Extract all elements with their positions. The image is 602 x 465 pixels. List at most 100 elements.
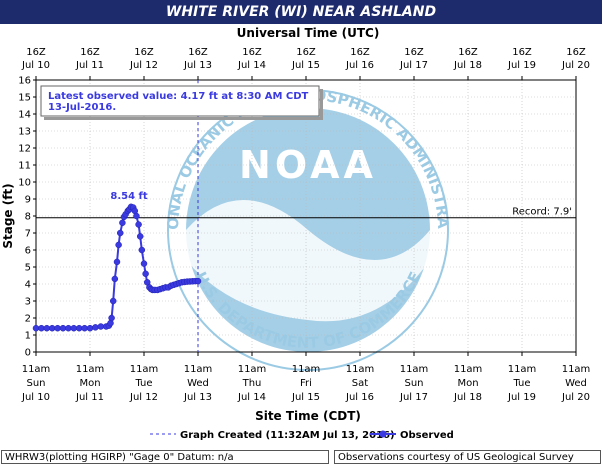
bottom-tick-label-date: Jul 13 bbox=[183, 392, 212, 403]
observed-point bbox=[97, 323, 105, 330]
top-tick-label-time: 16Z bbox=[512, 47, 532, 58]
observed-point bbox=[116, 229, 124, 237]
bottom-tick-label-date: Jul 12 bbox=[129, 392, 158, 403]
top-tick-label-date: Jul 12 bbox=[129, 60, 158, 71]
bottom-tick-label-date: Jul 18 bbox=[453, 392, 482, 403]
bottom-tick-label-time: 11am bbox=[184, 364, 213, 375]
top-tick-label-date: Jul 16 bbox=[345, 60, 374, 71]
bottom-tick-label-day: Tue bbox=[134, 378, 152, 389]
y-tick-label: 14 bbox=[18, 110, 31, 121]
top-tick-label-time: 16Z bbox=[404, 47, 424, 58]
bottom-tick-label-day: Sun bbox=[404, 378, 423, 389]
legend-observed-marker bbox=[379, 430, 387, 438]
y-tick-label: 6 bbox=[25, 246, 31, 257]
y-tick-label: 13 bbox=[18, 127, 31, 138]
bottom-tick-label-day: Thu bbox=[242, 378, 262, 389]
bottom-tick-label-time: 11am bbox=[346, 364, 375, 375]
top-tick-label-date: Jul 15 bbox=[291, 60, 320, 71]
y-tick-label: 7 bbox=[25, 229, 31, 240]
observed-point bbox=[86, 324, 94, 332]
top-tick-label-time: 16Z bbox=[188, 47, 208, 58]
legend-created-label: Graph Created (11:32AM Jul 13, 2016) bbox=[180, 430, 395, 441]
bottom-tick-label-day: Sat bbox=[352, 378, 368, 389]
top-tick-label-date: Jul 17 bbox=[399, 60, 428, 71]
observed-point bbox=[135, 221, 142, 228]
chart-title: WHITE RIVER (WI) NEAR ASHLAND bbox=[0, 0, 602, 24]
bottom-tick-label-date: Jul 20 bbox=[561, 392, 590, 403]
y-tick-label: 3 bbox=[25, 297, 31, 308]
top-tick-label-time: 16Z bbox=[80, 47, 100, 58]
observed-point bbox=[140, 260, 148, 267]
top-tick-label-time: 16Z bbox=[566, 47, 586, 58]
observed-point bbox=[65, 324, 72, 332]
y-tick-label: 16 bbox=[18, 76, 31, 87]
bottom-tick-label-date: Jul 15 bbox=[291, 392, 320, 403]
y-tick-label: 8 bbox=[25, 212, 31, 223]
observed-point bbox=[136, 233, 144, 240]
top-tick-label-time: 16Z bbox=[134, 47, 154, 58]
observed-point bbox=[119, 219, 126, 227]
legend: Graph Created (11:32AM Jul 13, 2016) Obs… bbox=[150, 430, 454, 441]
bottom-tick-label-time: 11am bbox=[22, 364, 51, 375]
grid-lines bbox=[36, 80, 576, 352]
observed-point bbox=[43, 324, 51, 332]
observed-point bbox=[113, 258, 121, 266]
top-tick-label-date: Jul 18 bbox=[453, 60, 482, 71]
top-tick-label-date: Jul 20 bbox=[561, 60, 590, 71]
observed-point bbox=[194, 277, 202, 285]
bottom-tick-labels: 11am Sun Jul 10 11am Mon Jul 11 11am Tue Jul 12 1… bbox=[21, 352, 590, 403]
y-tick-label: 10 bbox=[18, 178, 31, 189]
observed-point bbox=[75, 324, 83, 332]
observed-point bbox=[142, 270, 149, 278]
y-tick-label: 4 bbox=[25, 280, 31, 291]
bottom-tick-label-day: Fri bbox=[300, 378, 312, 389]
bottom-tick-label-day: Sun bbox=[26, 378, 45, 389]
bottom-tick-label-time: 11am bbox=[130, 364, 159, 375]
observed-point bbox=[70, 324, 78, 332]
top-axis-label: Universal Time (UTC) bbox=[237, 26, 380, 40]
legend-observed-label: Observed bbox=[400, 430, 454, 441]
top-tick-label-time: 16Z bbox=[26, 47, 46, 58]
observed-point bbox=[109, 297, 117, 305]
bottom-tick-label-day: Wed bbox=[187, 378, 209, 389]
top-tick-label-time: 16Z bbox=[242, 47, 262, 58]
top-tick-labels: 16Z Jul 10 16Z Jul 11 16Z Jul 12 16Z Jul 13 16Z J… bbox=[21, 47, 590, 80]
bottom-tick-label-date: Jul 14 bbox=[237, 392, 266, 403]
bottom-tick-label-date: Jul 17 bbox=[399, 392, 428, 403]
observed-point bbox=[32, 324, 40, 332]
top-tick-label-date: Jul 19 bbox=[507, 60, 536, 71]
observed-point bbox=[108, 314, 115, 322]
y-axis-label: Stage (ft) bbox=[1, 183, 15, 248]
bottom-tick-label-date: Jul 11 bbox=[75, 392, 104, 403]
observed-point bbox=[59, 324, 67, 332]
observed-point bbox=[115, 241, 122, 249]
bottom-tick-label-time: 11am bbox=[454, 364, 483, 375]
y-tick-label: 2 bbox=[25, 314, 31, 325]
bottom-axis-label: Site Time (CDT) bbox=[255, 409, 361, 423]
bottom-tick-label-time: 11am bbox=[76, 364, 105, 375]
top-tick-label-date: Jul 11 bbox=[75, 60, 104, 71]
top-tick-label-date: Jul 13 bbox=[183, 60, 212, 71]
bottom-tick-label-time: 11am bbox=[562, 364, 591, 375]
y-tick-label: 5 bbox=[25, 263, 31, 274]
observed-point bbox=[38, 324, 45, 332]
latest-observation-line2: 13-Jul-2016. bbox=[48, 102, 116, 113]
y-tick-label: 15 bbox=[18, 93, 31, 104]
y-tick-label: 9 bbox=[25, 195, 31, 206]
observed-point bbox=[81, 324, 88, 332]
latest-observation-box: Latest observed value: 4.17 ft at 8:30 A… bbox=[40, 85, 323, 120]
bottom-tick-label-time: 11am bbox=[400, 364, 429, 375]
bottom-tick-label-day: Wed bbox=[565, 378, 587, 389]
observed-point bbox=[92, 324, 99, 331]
top-tick-label-time: 16Z bbox=[458, 47, 478, 58]
footer-attribution: Observations courtesy of US Geological S… bbox=[334, 450, 601, 464]
bottom-tick-label-day: Mon bbox=[457, 378, 478, 389]
top-tick-label-date: Jul 14 bbox=[237, 60, 266, 71]
y-tick-label: 11 bbox=[18, 161, 31, 172]
observed-point bbox=[111, 275, 119, 283]
top-tick-label-time: 16Z bbox=[350, 47, 370, 58]
top-tick-label-time: 16Z bbox=[296, 47, 316, 58]
bottom-tick-label-time: 11am bbox=[238, 364, 267, 375]
